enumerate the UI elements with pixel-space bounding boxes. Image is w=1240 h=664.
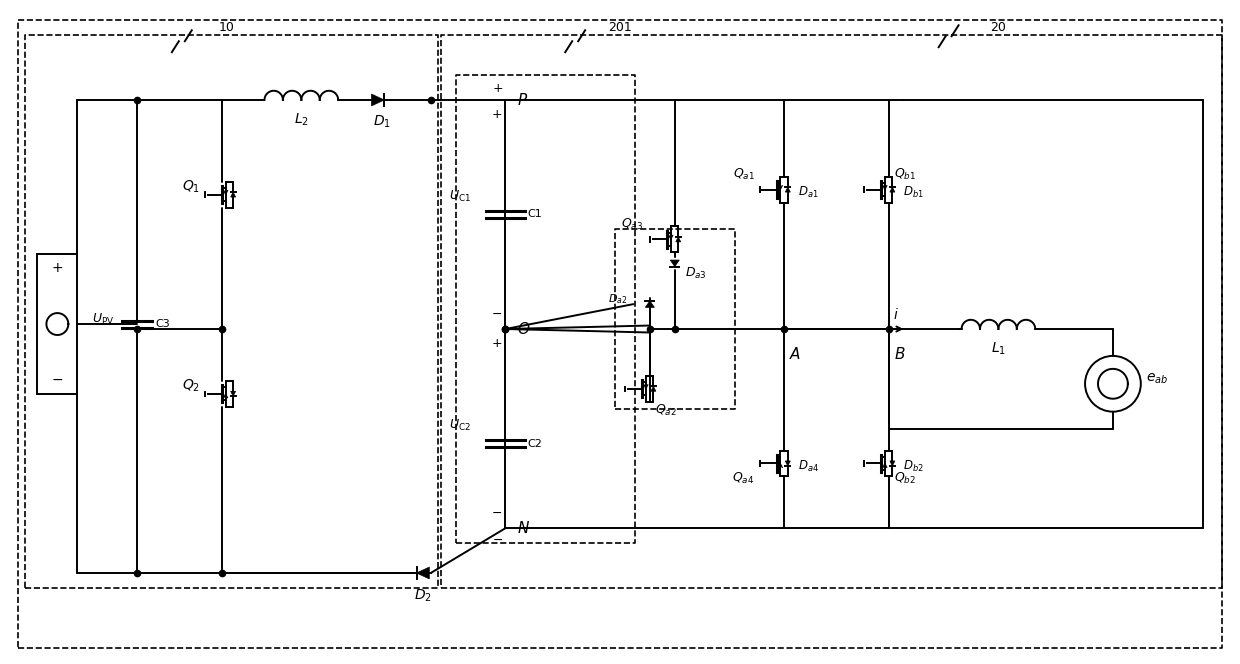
Text: $D_{2}$: $D_{2}$ — [414, 588, 432, 604]
Text: $L_{1}$: $L_{1}$ — [991, 341, 1006, 357]
Text: $Q_{1}$: $Q_{1}$ — [181, 179, 200, 195]
Text: $D_{a2}$: $D_{a2}$ — [609, 292, 627, 306]
Text: −: − — [52, 373, 63, 387]
Text: $U_{\mathrm{C1}}$: $U_{\mathrm{C1}}$ — [449, 189, 471, 204]
Text: $N$: $N$ — [517, 520, 531, 536]
Polygon shape — [372, 94, 384, 106]
Text: C3: C3 — [155, 319, 170, 329]
Text: $L_{2}$: $L_{2}$ — [294, 112, 309, 128]
Polygon shape — [676, 237, 681, 242]
Text: $Q_{b1}$: $Q_{b1}$ — [894, 167, 916, 182]
Polygon shape — [651, 386, 656, 391]
Text: $Q_{a3}$: $Q_{a3}$ — [621, 217, 642, 232]
Text: $D_{a3}$: $D_{a3}$ — [684, 266, 707, 281]
Text: $U_{\mathrm{PV}}$: $U_{\mathrm{PV}}$ — [92, 311, 114, 327]
Text: $D_{b2}$: $D_{b2}$ — [903, 459, 924, 474]
Text: $Q_{2}$: $Q_{2}$ — [181, 378, 200, 394]
Text: +: + — [491, 337, 502, 351]
Text: $D_{a1}$: $D_{a1}$ — [799, 185, 818, 200]
Text: $Q_{a2}$: $Q_{a2}$ — [655, 403, 677, 418]
Text: $Q_{a1}$: $Q_{a1}$ — [733, 167, 754, 182]
Polygon shape — [231, 391, 236, 396]
Polygon shape — [890, 461, 895, 466]
Text: 20: 20 — [991, 21, 1007, 34]
Text: $Q_{b2}$: $Q_{b2}$ — [894, 471, 916, 486]
Text: 201: 201 — [608, 21, 632, 34]
Text: $e_{ab}$: $e_{ab}$ — [1146, 372, 1168, 386]
Text: $D_{1}$: $D_{1}$ — [373, 114, 391, 130]
Polygon shape — [671, 260, 680, 266]
Text: C1: C1 — [527, 210, 542, 220]
Polygon shape — [417, 567, 429, 579]
Text: $O$: $O$ — [517, 321, 531, 337]
Text: $A$: $A$ — [790, 346, 801, 362]
Text: +: + — [52, 261, 63, 276]
Polygon shape — [785, 187, 790, 192]
Text: $Q_{a4}$: $Q_{a4}$ — [733, 471, 754, 486]
Text: −: − — [491, 507, 502, 520]
Polygon shape — [890, 187, 895, 192]
Text: +: + — [492, 82, 503, 94]
Text: +: + — [491, 108, 502, 122]
Text: −: − — [492, 534, 502, 546]
Text: $D_{a4}$: $D_{a4}$ — [799, 459, 820, 474]
Text: $D_{b1}$: $D_{b1}$ — [903, 185, 924, 200]
Polygon shape — [645, 301, 655, 307]
Text: $i$: $i$ — [894, 307, 899, 321]
Text: $B$: $B$ — [894, 346, 905, 362]
Polygon shape — [231, 192, 236, 197]
Bar — [37, 254, 77, 394]
Text: 10: 10 — [218, 21, 234, 34]
Text: −: − — [491, 307, 502, 321]
Text: $U_{\mathrm{C2}}$: $U_{\mathrm{C2}}$ — [449, 418, 471, 433]
Text: $P$: $P$ — [517, 92, 528, 108]
Text: C2: C2 — [527, 438, 542, 448]
Polygon shape — [785, 461, 790, 466]
